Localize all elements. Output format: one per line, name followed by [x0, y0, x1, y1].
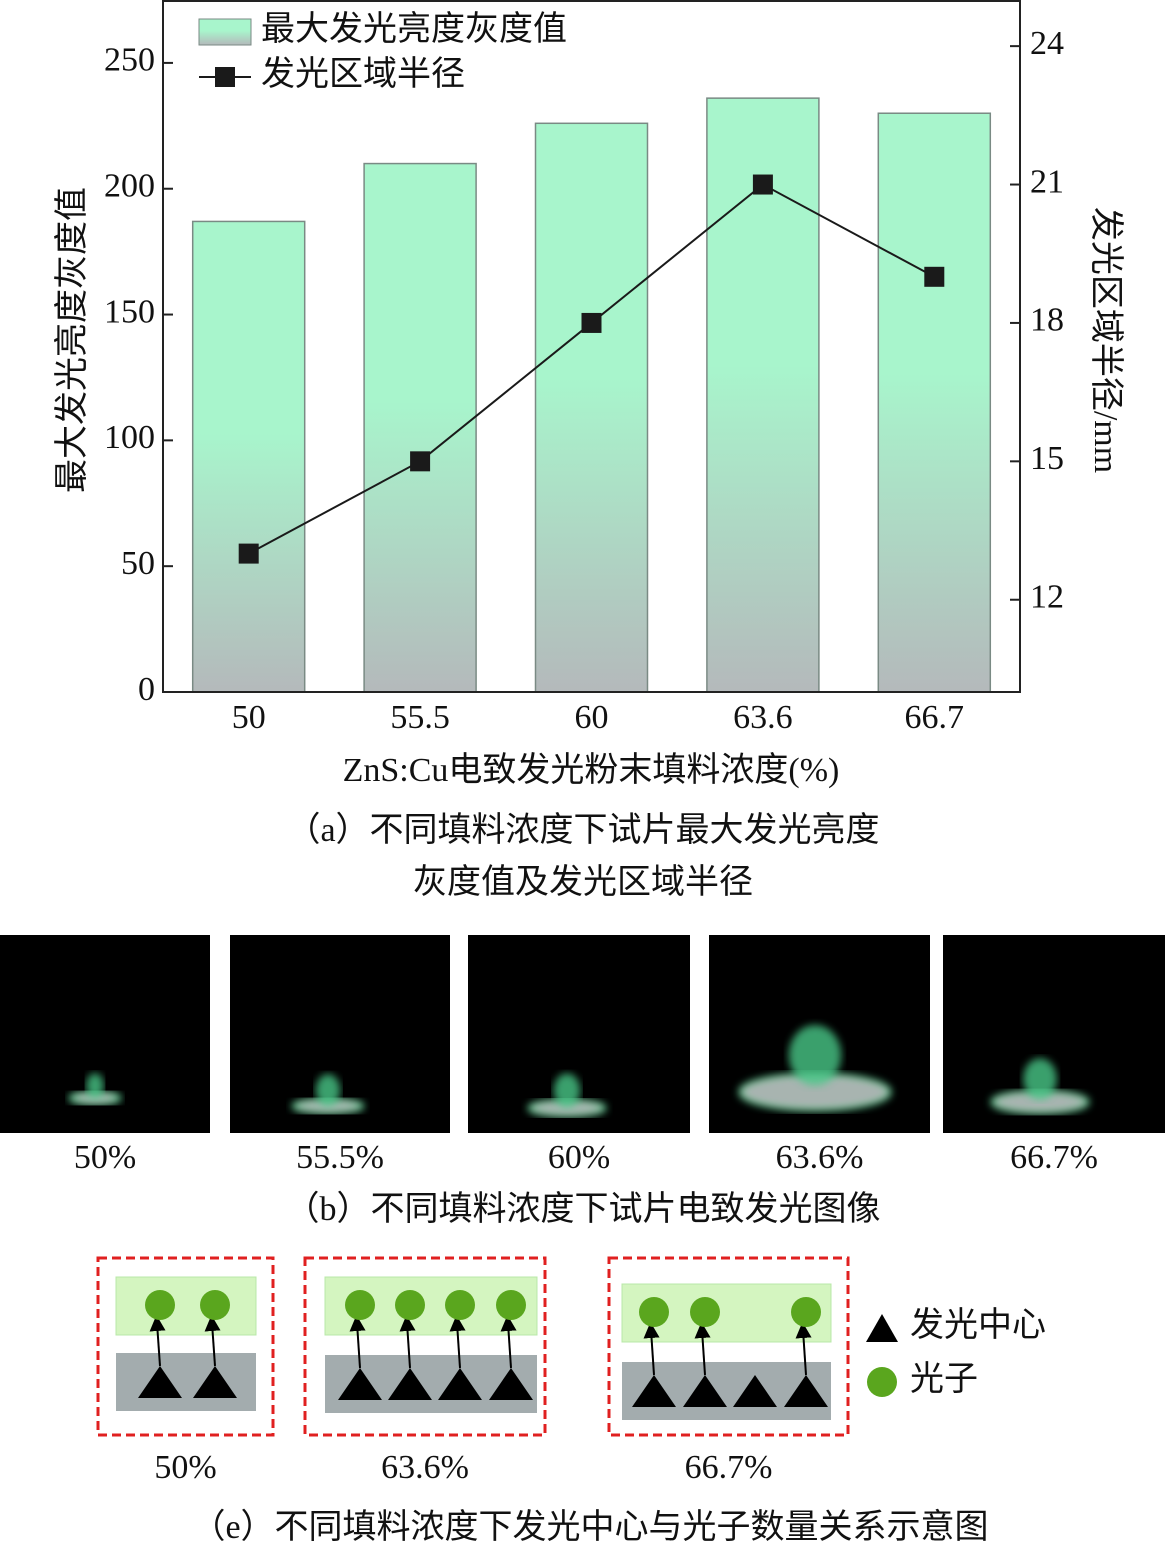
x-tick-label: 63.6 — [733, 699, 793, 736]
x-tick-label: 60 — [575, 699, 609, 736]
luminous-center — [438, 1368, 482, 1400]
photon — [345, 1290, 375, 1320]
x-tick-label: 55.5 — [390, 699, 450, 736]
y2-tick-label: 12 — [1030, 579, 1064, 616]
marker — [752, 174, 773, 195]
bar — [363, 162, 477, 693]
photon — [395, 1290, 425, 1320]
x-axis-label: ZnS:Cu电致发光粉末填料浓度(%) — [343, 751, 840, 789]
diagram-label: 63.6% — [381, 1449, 469, 1486]
legend-photon — [867, 1367, 897, 1397]
plot-frame — [162, 0, 1021, 693]
legend-marker — [215, 67, 235, 87]
luminous-center — [338, 1368, 382, 1400]
diagram-label: 50% — [154, 1449, 216, 1486]
y2-tick-label: 15 — [1030, 440, 1064, 477]
substrate-layer — [116, 1353, 256, 1411]
legend-triangle — [866, 1314, 898, 1342]
bar — [706, 97, 820, 693]
dashed-box — [96, 1256, 275, 1437]
luminous-center — [784, 1375, 828, 1407]
glow-spot — [315, 1074, 341, 1107]
caption-b: （b）不同填料浓度下试片电致发光图像 — [286, 1190, 881, 1228]
caption-a-line: 灰度值及发光区域半径 — [413, 863, 753, 901]
luminous-center — [138, 1366, 182, 1398]
caption-a-line: （a）不同填料浓度下试片最大发光亮度 — [286, 811, 879, 849]
y2-tick-label: 24 — [1030, 25, 1064, 62]
arrow — [694, 1322, 711, 1376]
y-tick-label: 150 — [104, 293, 155, 330]
dashed-box — [303, 1256, 547, 1437]
image-label: 50% — [74, 1139, 136, 1176]
arrow — [795, 1322, 812, 1376]
arrow — [449, 1315, 466, 1369]
photon — [145, 1290, 175, 1320]
photon — [496, 1290, 526, 1320]
arrow — [500, 1315, 517, 1369]
bar — [877, 112, 992, 693]
glow-spot — [788, 1025, 842, 1086]
glow-spot — [86, 1073, 104, 1099]
bar — [191, 220, 306, 693]
luminous-center — [489, 1368, 533, 1400]
diagram-label: 66.7% — [685, 1449, 773, 1486]
arrow — [349, 1315, 366, 1369]
glow-spot — [553, 1073, 581, 1108]
phosphor-layer — [115, 1276, 257, 1336]
image-label: 66.7% — [1010, 1139, 1098, 1176]
photon — [200, 1290, 230, 1320]
y2-axis-label: 发光区域半径/mm — [1087, 207, 1125, 473]
y-axis-label: 最大发光亮度灰度值 — [53, 187, 91, 493]
arrow — [643, 1322, 660, 1376]
arrow — [204, 1315, 221, 1367]
image-label: 55.5% — [296, 1139, 384, 1176]
luminous-center — [733, 1375, 777, 1407]
caption-e: （e）不同填料浓度下发光中心与光子数量关系示意图 — [191, 1508, 988, 1546]
x-tick-label: 66.7 — [905, 699, 965, 736]
legend-swatch — [198, 18, 252, 46]
y-tick-label: 200 — [104, 168, 155, 205]
luminous-center — [632, 1375, 676, 1407]
marker — [238, 543, 259, 564]
y2-tick-label: 21 — [1030, 163, 1064, 200]
diagram-legend-label: 光子 — [910, 1360, 978, 1398]
image-label: 63.6% — [776, 1139, 864, 1176]
image-label: 60% — [548, 1139, 610, 1176]
arrow — [399, 1315, 416, 1369]
marker — [924, 266, 945, 287]
photon — [639, 1297, 669, 1327]
marker — [410, 451, 431, 472]
marker — [581, 312, 602, 333]
luminous-center — [388, 1368, 432, 1400]
luminous-center — [193, 1366, 237, 1398]
y2-tick-label: 18 — [1030, 302, 1064, 339]
arrow — [149, 1315, 166, 1367]
legend-label: 发光区域半径 — [261, 55, 465, 93]
photon — [791, 1297, 821, 1327]
legend-label: 最大发光亮度灰度值 — [261, 10, 567, 48]
diagram-legend-label: 发光中心 — [910, 1306, 1046, 1344]
y-tick-label: 0 — [138, 671, 155, 708]
photon — [690, 1297, 720, 1327]
photon — [445, 1290, 475, 1320]
luminous-center — [683, 1375, 727, 1407]
bar — [534, 122, 649, 693]
y-tick-label: 250 — [104, 42, 155, 79]
y-tick-label: 50 — [121, 545, 155, 582]
dashed-box — [607, 1256, 850, 1437]
x-tick-label: 50 — [232, 699, 266, 736]
glow-spot — [1023, 1058, 1057, 1100]
y-tick-label: 100 — [104, 419, 155, 456]
